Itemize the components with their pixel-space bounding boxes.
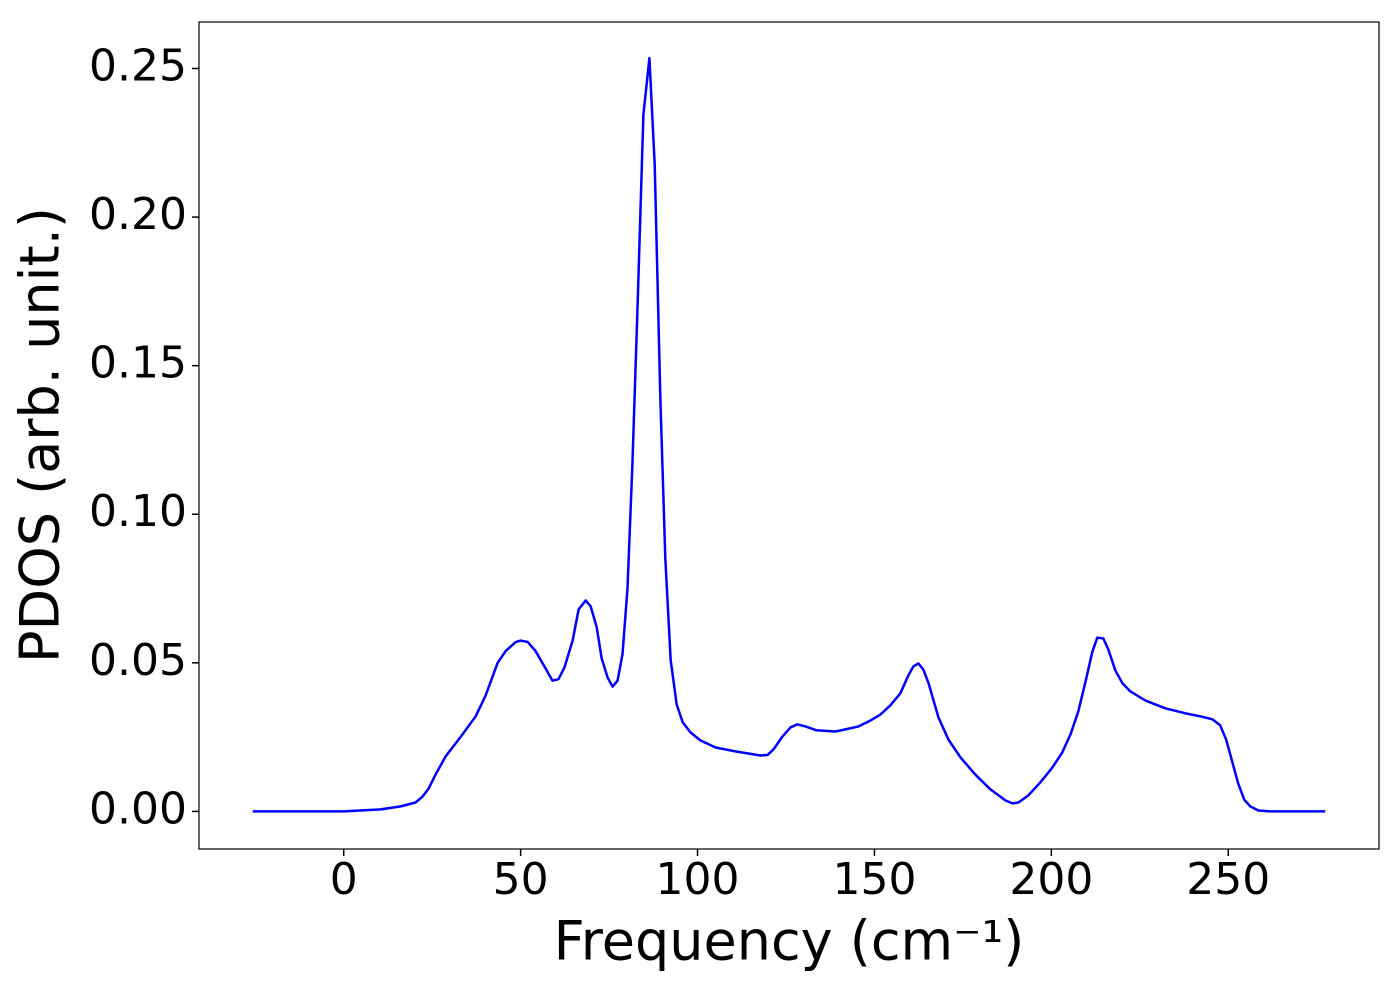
x-tick-label: 150 <box>832 854 916 905</box>
data-line <box>252 56 1326 813</box>
x-tick-label: 0 <box>330 854 358 905</box>
x-tick-label: 100 <box>656 854 740 905</box>
y-tick-label: 0.10 <box>89 486 187 537</box>
x-tick-label: 200 <box>1009 854 1093 905</box>
y-tick-label: 0.15 <box>89 338 187 389</box>
y-tick-label: 0.20 <box>89 189 187 240</box>
x-tick-label: 250 <box>1186 854 1270 905</box>
plot-frame <box>198 21 1380 850</box>
x-tick-label: 50 <box>493 854 549 905</box>
y-tick-label: 0.25 <box>89 41 187 92</box>
y-tick-label: 0.05 <box>89 635 187 686</box>
y-tick-label: 0.00 <box>89 783 187 834</box>
x-axis-label: Frequency (cm⁻¹) <box>554 910 1025 973</box>
y-axis-label: PDOS (arb. unit.) <box>9 207 72 663</box>
